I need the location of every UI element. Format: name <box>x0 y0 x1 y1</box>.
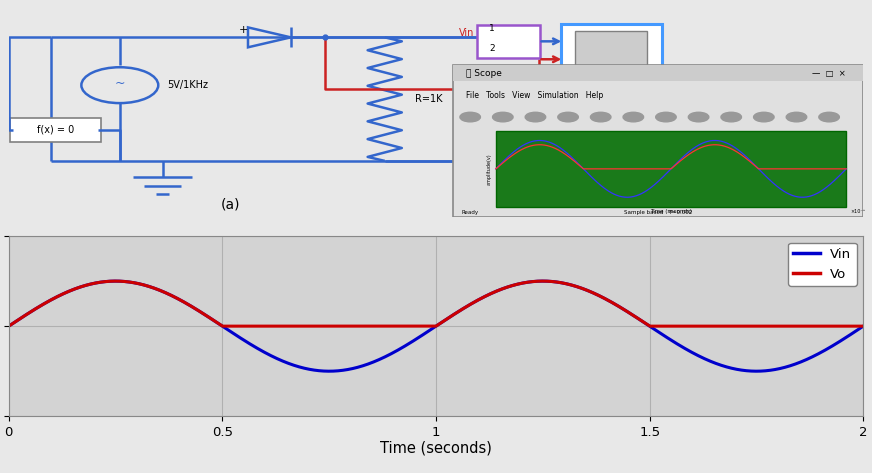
FancyBboxPatch shape <box>453 65 863 81</box>
Circle shape <box>493 112 513 122</box>
Circle shape <box>623 112 644 122</box>
Vo <box>858 324 869 329</box>
FancyBboxPatch shape <box>477 25 541 58</box>
Legend: Vin, Vo: Vin, Vo <box>788 243 856 286</box>
Circle shape <box>753 112 774 122</box>
Text: Vo: Vo <box>508 85 518 94</box>
Text: R=1K: R=1K <box>415 94 442 104</box>
Vo <box>641 321 651 327</box>
FancyBboxPatch shape <box>496 131 846 207</box>
FancyBboxPatch shape <box>561 24 662 75</box>
Text: Vo: Vo <box>463 84 474 94</box>
Text: Scope: Scope <box>596 71 626 81</box>
Text: Vin: Vin <box>459 28 474 38</box>
Vin <box>111 278 121 284</box>
Vin <box>330 368 341 374</box>
FancyBboxPatch shape <box>477 72 541 106</box>
Text: f(x) = 0: f(x) = 0 <box>37 125 74 135</box>
Line: Vin: Vin <box>9 281 863 371</box>
Circle shape <box>460 112 480 122</box>
Text: 2: 2 <box>489 44 494 53</box>
Text: File   Tools   View   Simulation   Help: File Tools View Simulation Help <box>466 91 603 100</box>
Text: 5V/1KHz: 5V/1KHz <box>167 80 208 90</box>
X-axis label: Time (seconds): Time (seconds) <box>380 440 492 455</box>
Circle shape <box>721 112 741 122</box>
Circle shape <box>558 112 578 122</box>
Text: 1: 1 <box>489 25 494 34</box>
Text: Time (seconds): Time (seconds) <box>650 209 692 214</box>
Vin <box>159 289 169 295</box>
Vin <box>706 359 717 365</box>
Text: ×10⁻³: ×10⁻³ <box>850 209 866 214</box>
Vin <box>3 324 14 329</box>
Vin <box>858 324 869 329</box>
Vo <box>3 324 14 329</box>
Vin <box>516 280 527 286</box>
Circle shape <box>688 112 709 122</box>
Text: Ready: Ready <box>461 210 479 215</box>
Vo <box>516 280 527 286</box>
Circle shape <box>819 112 840 122</box>
Vo <box>560 280 570 286</box>
Line: Vo: Vo <box>9 281 863 326</box>
Vin <box>641 321 651 327</box>
Text: 1: 1 <box>489 72 494 81</box>
Vo <box>330 324 341 329</box>
FancyBboxPatch shape <box>10 118 101 142</box>
Circle shape <box>787 112 807 122</box>
FancyBboxPatch shape <box>576 31 647 66</box>
Text: (a): (a) <box>221 198 241 212</box>
Text: +: + <box>239 25 249 35</box>
Text: 2: 2 <box>489 92 494 101</box>
Circle shape <box>656 112 676 122</box>
Vin <box>560 280 570 286</box>
Vo <box>111 278 121 284</box>
FancyBboxPatch shape <box>453 65 863 217</box>
Circle shape <box>590 112 611 122</box>
Vin <box>751 368 761 374</box>
Vo <box>159 289 169 295</box>
Text: amplitude(v): amplitude(v) <box>487 153 492 184</box>
Vo <box>706 324 717 329</box>
Text: —  □  ×: — □ × <box>813 69 846 78</box>
Text: Sample based   T=0.002: Sample based T=0.002 <box>624 210 692 215</box>
Text: 🔬 Scope: 🔬 Scope <box>466 69 501 78</box>
Text: ~: ~ <box>114 77 125 90</box>
Circle shape <box>525 112 546 122</box>
